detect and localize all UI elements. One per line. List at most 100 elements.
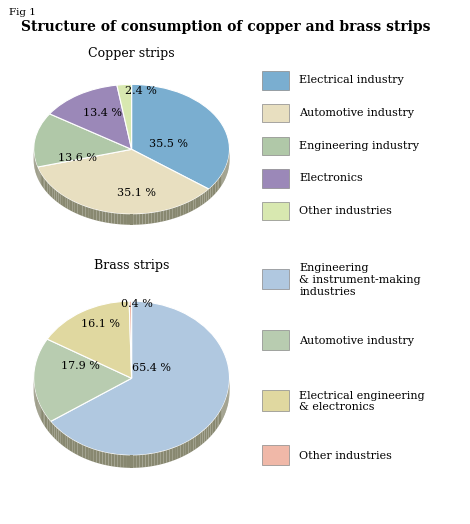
Polygon shape <box>178 445 180 458</box>
Polygon shape <box>37 398 38 412</box>
Wedge shape <box>132 84 229 189</box>
Polygon shape <box>80 204 83 216</box>
Polygon shape <box>49 184 51 196</box>
Polygon shape <box>164 210 166 221</box>
Wedge shape <box>34 114 132 167</box>
Polygon shape <box>136 455 140 468</box>
Text: 65.4 %: 65.4 % <box>132 363 171 373</box>
Polygon shape <box>80 444 83 457</box>
Polygon shape <box>38 400 39 415</box>
Polygon shape <box>78 442 80 456</box>
Polygon shape <box>200 431 203 446</box>
Text: Other industries: Other industries <box>299 206 392 216</box>
Polygon shape <box>216 416 217 430</box>
Polygon shape <box>83 205 86 217</box>
Polygon shape <box>152 213 155 223</box>
Polygon shape <box>51 422 53 436</box>
Polygon shape <box>142 214 146 224</box>
Polygon shape <box>59 193 61 205</box>
Polygon shape <box>121 214 124 225</box>
Polygon shape <box>130 214 133 225</box>
Polygon shape <box>127 214 130 225</box>
Polygon shape <box>39 405 41 419</box>
Polygon shape <box>46 181 47 193</box>
Text: Electrical industry: Electrical industry <box>299 75 404 85</box>
Polygon shape <box>207 426 209 440</box>
Polygon shape <box>121 455 124 467</box>
Polygon shape <box>207 190 209 202</box>
Polygon shape <box>203 193 204 205</box>
Polygon shape <box>102 452 105 465</box>
Polygon shape <box>118 214 121 224</box>
Polygon shape <box>53 424 55 439</box>
Polygon shape <box>212 184 214 196</box>
Polygon shape <box>219 411 220 426</box>
Polygon shape <box>105 453 109 466</box>
Polygon shape <box>124 214 127 225</box>
Text: Electrical engineering
& electronics: Electrical engineering & electronics <box>299 391 425 412</box>
Polygon shape <box>45 413 46 428</box>
Polygon shape <box>226 398 227 412</box>
Polygon shape <box>75 202 78 214</box>
Polygon shape <box>175 446 178 460</box>
Polygon shape <box>70 200 72 212</box>
Polygon shape <box>61 194 63 206</box>
Polygon shape <box>39 171 41 184</box>
Polygon shape <box>61 431 63 446</box>
Text: 0.4 %: 0.4 % <box>121 299 152 309</box>
Polygon shape <box>140 214 142 225</box>
Polygon shape <box>63 433 65 447</box>
Wedge shape <box>50 301 229 455</box>
Text: 2.4 %: 2.4 % <box>125 85 157 96</box>
FancyBboxPatch shape <box>262 330 289 350</box>
Polygon shape <box>88 208 91 219</box>
Text: Structure of consumption of copper and brass strips: Structure of consumption of copper and b… <box>21 20 431 34</box>
Polygon shape <box>178 205 180 217</box>
Polygon shape <box>225 168 226 180</box>
Polygon shape <box>209 188 211 200</box>
Polygon shape <box>105 212 109 223</box>
Polygon shape <box>42 176 43 188</box>
Polygon shape <box>51 186 53 199</box>
Polygon shape <box>214 183 216 195</box>
Polygon shape <box>35 393 36 408</box>
Polygon shape <box>158 452 161 465</box>
Polygon shape <box>86 446 88 460</box>
Polygon shape <box>211 422 212 436</box>
Polygon shape <box>133 214 136 225</box>
Polygon shape <box>224 402 225 417</box>
Polygon shape <box>220 409 221 424</box>
Polygon shape <box>109 213 111 223</box>
Polygon shape <box>221 173 222 186</box>
Wedge shape <box>129 301 132 378</box>
Polygon shape <box>72 440 75 454</box>
Polygon shape <box>72 201 75 213</box>
Polygon shape <box>118 455 121 467</box>
FancyBboxPatch shape <box>262 390 289 411</box>
Polygon shape <box>222 405 224 419</box>
Polygon shape <box>78 203 80 215</box>
Polygon shape <box>55 426 56 440</box>
Polygon shape <box>172 208 175 219</box>
Polygon shape <box>204 191 207 203</box>
Polygon shape <box>146 454 149 467</box>
Polygon shape <box>63 195 65 208</box>
Polygon shape <box>41 407 42 422</box>
Polygon shape <box>100 211 102 222</box>
Polygon shape <box>221 407 222 422</box>
FancyBboxPatch shape <box>262 444 289 465</box>
Polygon shape <box>109 453 111 466</box>
Polygon shape <box>212 420 214 434</box>
Polygon shape <box>36 395 37 410</box>
Wedge shape <box>50 85 132 149</box>
Polygon shape <box>193 436 196 451</box>
Wedge shape <box>117 84 132 149</box>
Polygon shape <box>43 411 45 426</box>
Polygon shape <box>42 409 43 424</box>
Polygon shape <box>161 211 164 222</box>
Text: 13.6 %: 13.6 % <box>58 152 97 163</box>
Polygon shape <box>86 206 88 218</box>
Polygon shape <box>220 176 221 188</box>
Text: 35.1 %: 35.1 % <box>117 188 156 199</box>
Polygon shape <box>152 453 155 466</box>
